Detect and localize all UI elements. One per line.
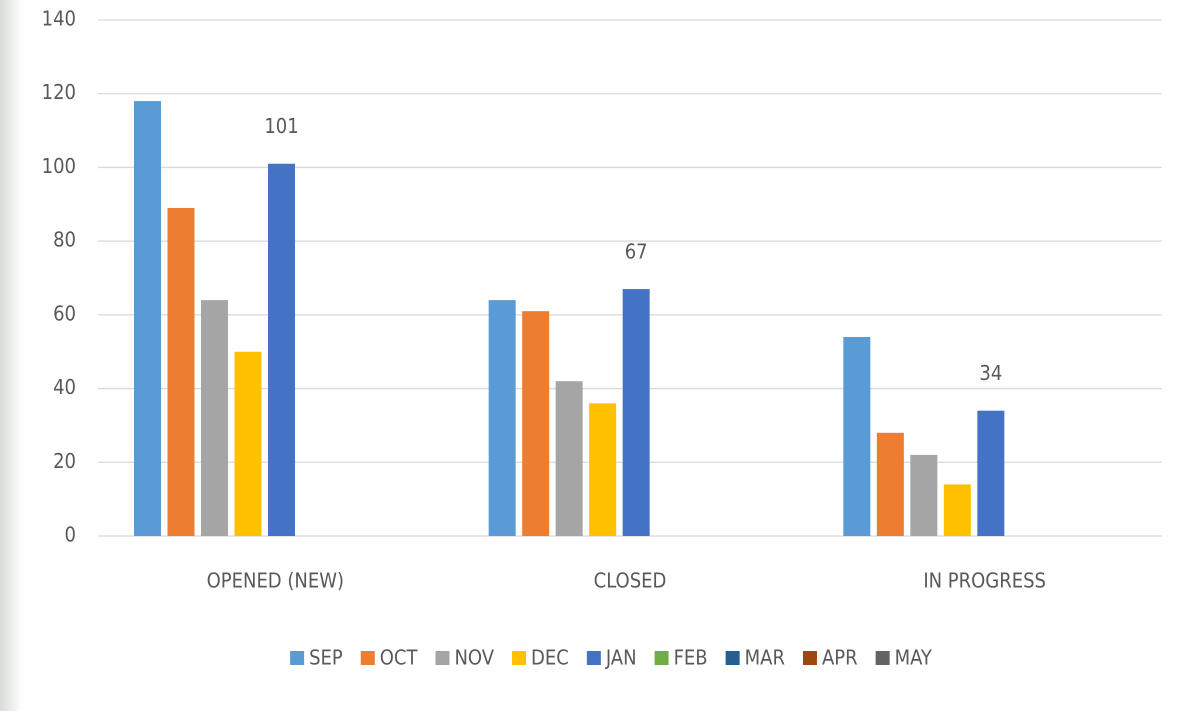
x-tick-label: CLOSED: [594, 569, 667, 593]
legend-swatch: [802, 651, 817, 665]
legend-swatch: [725, 651, 740, 665]
y-tick-label: 0: [65, 523, 76, 547]
legend-label: NOV: [454, 646, 494, 670]
legend-label: APR: [822, 646, 858, 670]
bar: [167, 207, 195, 536]
bar: [589, 403, 617, 536]
legend-swatch: [435, 651, 450, 665]
bar: [488, 300, 516, 536]
x-tick-label: OPENED (NEW): [207, 569, 344, 593]
bar: [268, 163, 295, 536]
data-label: 101: [264, 114, 298, 138]
legend-label: DEC: [531, 646, 569, 670]
bar: [522, 311, 550, 536]
legend-swatch: [512, 651, 527, 665]
bar: [134, 101, 161, 536]
legend-swatch: [875, 651, 890, 665]
legend-label: MAR: [745, 646, 785, 670]
y-tick-label: 100: [42, 154, 76, 178]
y-tick-label: 140: [42, 7, 76, 31]
bar: [622, 289, 650, 536]
legend-label: OCT: [380, 646, 419, 670]
data-label: 34: [979, 361, 1002, 385]
y-tick-label: 40: [53, 375, 76, 399]
data-label: 67: [625, 240, 648, 264]
bar: [876, 432, 904, 536]
legend-label: SEP: [309, 646, 343, 670]
legend-swatch: [586, 651, 601, 665]
bar: [977, 410, 1005, 536]
legend-label: JAN: [605, 646, 637, 670]
background-edge: [0, 0, 22, 711]
y-tick-label: 60: [53, 301, 76, 325]
bar: [555, 381, 583, 536]
y-tick-label: 20: [53, 449, 76, 473]
legend-swatch: [290, 651, 305, 665]
bar: [943, 484, 971, 536]
legend-swatch: [654, 651, 669, 665]
bar: [843, 336, 871, 536]
bar: [201, 300, 228, 536]
y-tick-label: 120: [42, 80, 76, 104]
y-tick-label: 80: [53, 228, 76, 252]
bar: [910, 454, 938, 536]
legend-label: FEB: [674, 646, 708, 670]
bar: [234, 351, 262, 536]
legend-swatch: [360, 651, 375, 665]
x-tick-label: IN PROGRESS: [923, 569, 1046, 593]
legend-label: MAY: [895, 646, 933, 670]
